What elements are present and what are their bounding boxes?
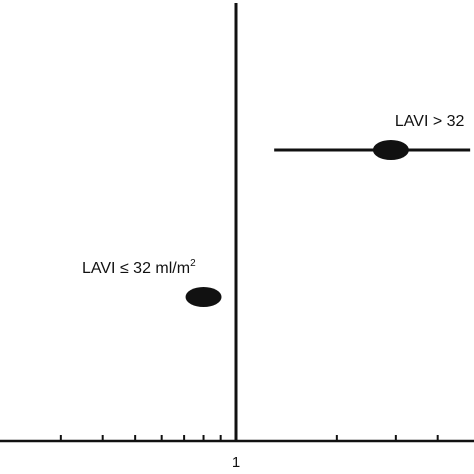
series-row: LAVI > 32 [274,113,471,160]
point-estimate [185,287,222,307]
series-label: LAVI > 32 [395,113,465,130]
series-label: LAVI ≤ 32 ml/m2 [82,258,196,277]
x-tick-label: 1 [232,454,240,471]
series-group: LAVI > 32 LAVI ≤ 32 ml/m2 [82,113,471,307]
series-row: LAVI ≤ 32 ml/m2 [82,258,222,307]
point-estimate [372,140,409,160]
